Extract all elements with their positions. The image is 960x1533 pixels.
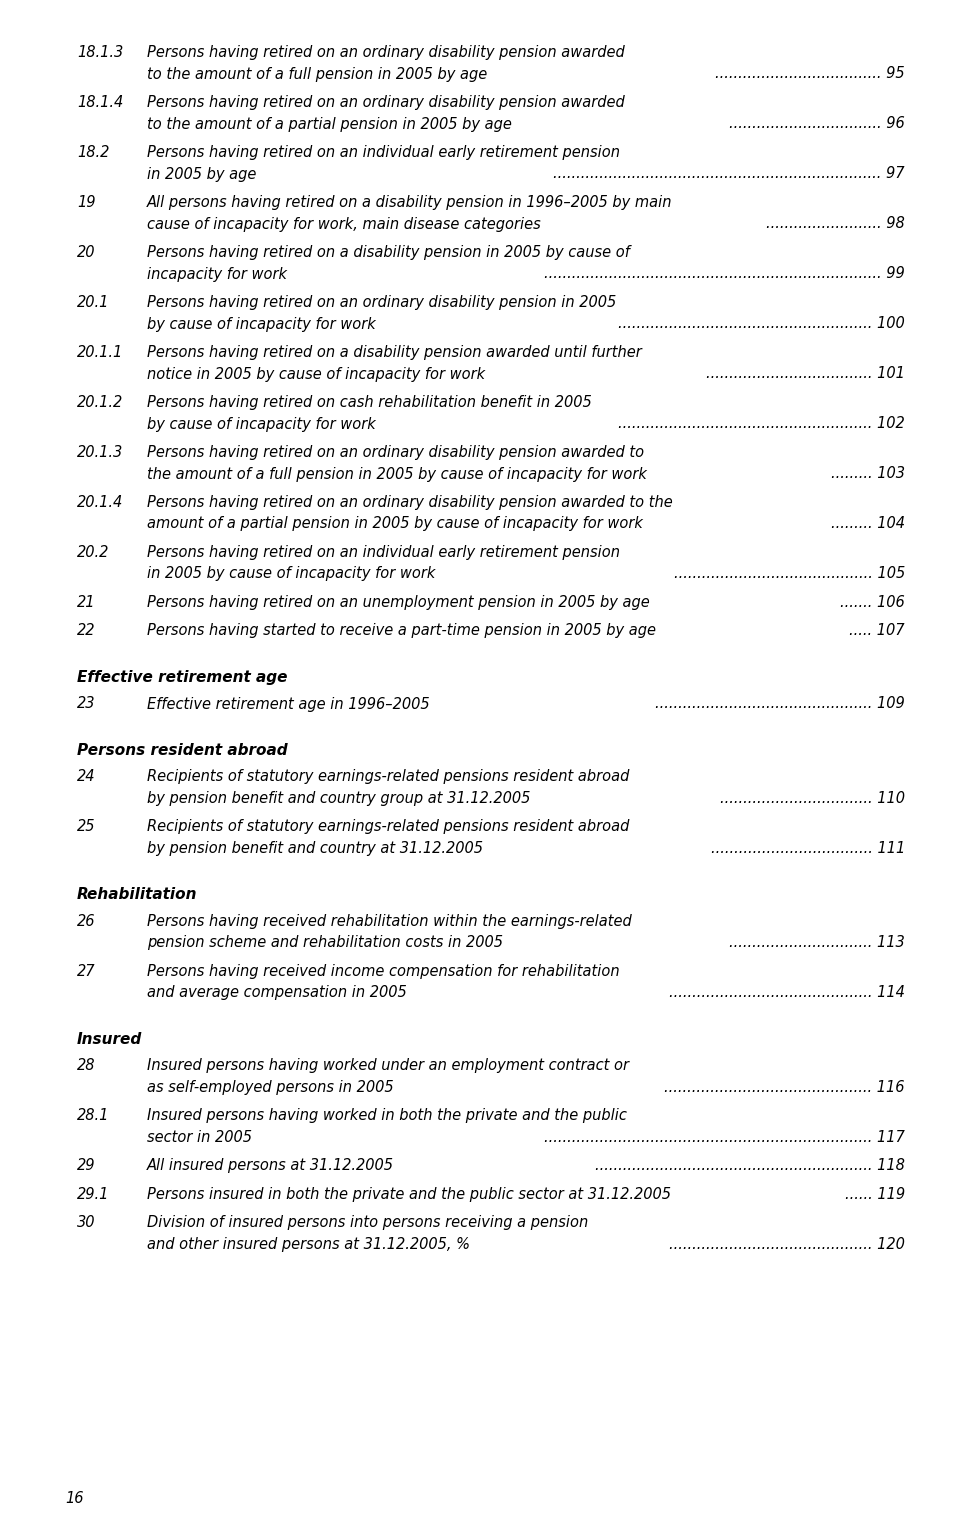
Text: in 2005 by age: in 2005 by age bbox=[147, 167, 256, 181]
Text: cause of incapacity for work, main disease categories: cause of incapacity for work, main disea… bbox=[147, 216, 540, 231]
Text: 26: 26 bbox=[77, 914, 95, 929]
Text: Persons having started to receive a part-time pension in 2005 by age: Persons having started to receive a part… bbox=[147, 624, 656, 639]
Text: Persons having retired on an ordinary disability pension awarded: Persons having retired on an ordinary di… bbox=[147, 95, 625, 110]
Text: 21: 21 bbox=[77, 595, 95, 610]
Text: Persons having retired on an individual early retirement pension: Persons having retired on an individual … bbox=[147, 146, 620, 159]
Text: ................................... 111: ................................... 111 bbox=[710, 842, 905, 855]
Text: All insured persons at 31.12.2005: All insured persons at 31.12.2005 bbox=[147, 1159, 394, 1173]
Text: ....................................................... 100: ........................................… bbox=[618, 316, 905, 331]
Text: 23: 23 bbox=[77, 696, 95, 711]
Text: Persons having retired on an ordinary disability pension awarded: Persons having retired on an ordinary di… bbox=[147, 44, 625, 60]
Text: ......... 104: ......... 104 bbox=[831, 517, 905, 532]
Text: the amount of a full pension in 2005 by cause of incapacity for work: the amount of a full pension in 2005 by … bbox=[147, 466, 647, 481]
Text: ....... 106: ....... 106 bbox=[840, 595, 905, 610]
Text: ................................. 96: ................................. 96 bbox=[730, 117, 905, 132]
Text: by cause of incapacity for work: by cause of incapacity for work bbox=[147, 417, 375, 431]
Text: ...... 119: ...... 119 bbox=[845, 1187, 905, 1202]
Text: by pension benefit and country at 31.12.2005: by pension benefit and country at 31.12.… bbox=[147, 842, 483, 855]
Text: to the amount of a full pension in 2005 by age: to the amount of a full pension in 2005 … bbox=[147, 66, 488, 81]
Text: and average compensation in 2005: and average compensation in 2005 bbox=[147, 986, 407, 1001]
Text: ......................................................................... 99: ........................................… bbox=[544, 267, 905, 282]
Text: ......................... 98: ......................... 98 bbox=[766, 216, 905, 231]
Text: incapacity for work: incapacity for work bbox=[147, 267, 287, 282]
Text: 27: 27 bbox=[77, 964, 95, 980]
Text: Persons having retired on a disability pension in 2005 by cause of: Persons having retired on a disability p… bbox=[147, 245, 630, 261]
Text: Division of insured persons into persons receiving a pension: Division of insured persons into persons… bbox=[147, 1216, 588, 1231]
Text: by pension benefit and country group at 31.12.2005: by pension benefit and country group at … bbox=[147, 791, 530, 806]
Text: pension scheme and rehabilitation costs in 2005: pension scheme and rehabilitation costs … bbox=[147, 935, 503, 950]
Text: Persons having retired on an unemployment pension in 2005 by age: Persons having retired on an unemploymen… bbox=[147, 595, 650, 610]
Text: Persons having retired on an ordinary disability pension awarded to: Persons having retired on an ordinary di… bbox=[147, 445, 644, 460]
Text: Effective retirement age in 1996–2005: Effective retirement age in 1996–2005 bbox=[147, 696, 430, 711]
Text: 28.1: 28.1 bbox=[77, 1108, 109, 1124]
Text: and other insured persons at 31.12.2005, %: and other insured persons at 31.12.2005,… bbox=[147, 1237, 470, 1252]
Text: 18.1.4: 18.1.4 bbox=[77, 95, 123, 110]
Text: Persons having retired on a disability pension awarded until further: Persons having retired on a disability p… bbox=[147, 345, 641, 360]
Text: 18.1.3: 18.1.3 bbox=[77, 44, 123, 60]
Text: 20.1.3: 20.1.3 bbox=[77, 445, 123, 460]
Text: Persons having retired on cash rehabilitation benefit in 2005: Persons having retired on cash rehabilit… bbox=[147, 396, 591, 409]
Text: ............................... 113: ............................... 113 bbox=[730, 935, 905, 950]
Text: ....................................................... 102: ........................................… bbox=[618, 417, 905, 431]
Text: Persons having received income compensation for rehabilitation: Persons having received income compensat… bbox=[147, 964, 619, 980]
Text: Insured: Insured bbox=[77, 1032, 142, 1047]
Text: 30: 30 bbox=[77, 1216, 95, 1231]
Text: Persons having retired on an individual early retirement pension: Persons having retired on an individual … bbox=[147, 546, 620, 560]
Text: amount of a partial pension in 2005 by cause of incapacity for work: amount of a partial pension in 2005 by c… bbox=[147, 517, 643, 532]
Text: Persons resident abroad: Persons resident abroad bbox=[77, 744, 288, 757]
Text: 20.1.4: 20.1.4 bbox=[77, 495, 123, 510]
Text: Rehabilitation: Rehabilitation bbox=[77, 888, 198, 903]
Text: 20: 20 bbox=[77, 245, 95, 261]
Text: ....................................................................... 97: ........................................… bbox=[554, 167, 905, 181]
Text: 24: 24 bbox=[77, 770, 95, 785]
Text: Persons having received rehabilitation within the earnings-related: Persons having received rehabilitation w… bbox=[147, 914, 632, 929]
Text: Insured persons having worked under an employment contract or: Insured persons having worked under an e… bbox=[147, 1058, 629, 1073]
Text: 29: 29 bbox=[77, 1159, 95, 1173]
Text: sector in 2005: sector in 2005 bbox=[147, 1130, 252, 1145]
Text: 20.1.2: 20.1.2 bbox=[77, 396, 123, 409]
Text: 16: 16 bbox=[65, 1492, 84, 1505]
Text: Persons having retired on an ordinary disability pension in 2005: Persons having retired on an ordinary di… bbox=[147, 294, 616, 310]
Text: 22: 22 bbox=[77, 624, 95, 639]
Text: 29.1: 29.1 bbox=[77, 1187, 109, 1202]
Text: All persons having retired on a disability pension in 1996–2005 by main: All persons having retired on a disabili… bbox=[147, 195, 673, 210]
Text: Recipients of statutory earnings-related pensions resident abroad: Recipients of statutory earnings-related… bbox=[147, 820, 630, 834]
Text: 19: 19 bbox=[77, 195, 95, 210]
Text: 28: 28 bbox=[77, 1058, 95, 1073]
Text: ............................................ 120: ........................................… bbox=[669, 1237, 905, 1252]
Text: ............................................. 116: ........................................… bbox=[664, 1081, 905, 1095]
Text: ..... 107: ..... 107 bbox=[850, 624, 905, 639]
Text: ............................................ 114: ........................................… bbox=[669, 986, 905, 1001]
Text: 20.1: 20.1 bbox=[77, 294, 109, 310]
Text: Persons insured in both the private and the public sector at 31.12.2005: Persons insured in both the private and … bbox=[147, 1187, 671, 1202]
Text: ........................................... 105: ........................................… bbox=[674, 567, 905, 581]
Text: Effective retirement age: Effective retirement age bbox=[77, 670, 287, 685]
Text: as self-employed persons in 2005: as self-employed persons in 2005 bbox=[147, 1081, 394, 1095]
Text: .................................... 101: .................................... 101 bbox=[707, 366, 905, 382]
Text: Persons having retired on an ordinary disability pension awarded to the: Persons having retired on an ordinary di… bbox=[147, 495, 673, 510]
Text: Insured persons having worked in both the private and the public: Insured persons having worked in both th… bbox=[147, 1108, 627, 1124]
Text: in 2005 by cause of incapacity for work: in 2005 by cause of incapacity for work bbox=[147, 567, 436, 581]
Text: .................................... 95: .................................... 95 bbox=[715, 66, 905, 81]
Text: by cause of incapacity for work: by cause of incapacity for work bbox=[147, 316, 375, 331]
Text: ......... 103: ......... 103 bbox=[831, 466, 905, 481]
Text: ............................................................ 118: ........................................… bbox=[595, 1159, 905, 1173]
Text: 20.2: 20.2 bbox=[77, 546, 109, 560]
Text: ............................................... 109: ........................................… bbox=[656, 696, 905, 711]
Text: 25: 25 bbox=[77, 820, 95, 834]
Text: 20.1.1: 20.1.1 bbox=[77, 345, 123, 360]
Text: ....................................................................... 117: ........................................… bbox=[544, 1130, 905, 1145]
Text: to the amount of a partial pension in 2005 by age: to the amount of a partial pension in 20… bbox=[147, 117, 512, 132]
Text: Recipients of statutory earnings-related pensions resident abroad: Recipients of statutory earnings-related… bbox=[147, 770, 630, 785]
Text: ................................. 110: ................................. 110 bbox=[720, 791, 905, 806]
Text: 18.2: 18.2 bbox=[77, 146, 109, 159]
Text: notice in 2005 by cause of incapacity for work: notice in 2005 by cause of incapacity fo… bbox=[147, 366, 485, 382]
